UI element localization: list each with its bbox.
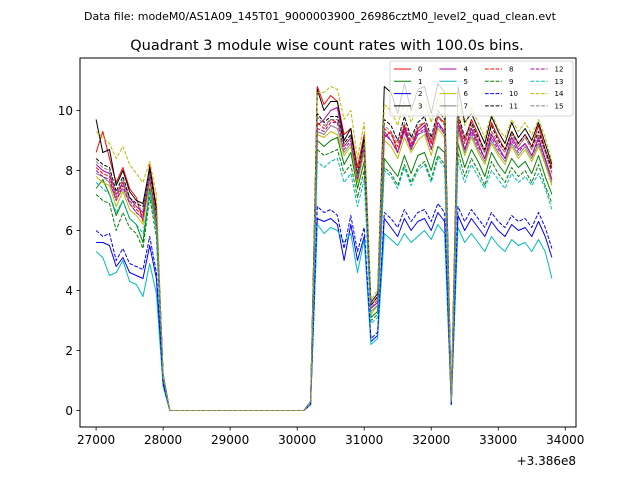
legend-label: 4: [464, 66, 469, 74]
x-tick-label: 32000: [412, 433, 450, 447]
series-line-15: [95, 113, 553, 411]
axes-frame: [79, 57, 577, 428]
y-tick-label: 4: [65, 284, 73, 298]
y-tick-label: 6: [65, 224, 73, 238]
series-line-4: [95, 107, 553, 411]
x-tick-label: 31000: [345, 433, 383, 447]
series-line-9: [95, 149, 553, 411]
legend-label: 10: [509, 90, 518, 98]
series-line-10: [95, 203, 553, 411]
y-tick-label: 0: [65, 404, 73, 418]
series-line-1: [95, 137, 553, 411]
legend-label: 9: [509, 78, 513, 86]
series-layer: [95, 83, 553, 411]
series-line-12: [95, 122, 553, 411]
legend-label: 6: [464, 90, 469, 98]
series-line-7: [95, 125, 553, 411]
chart-suptitle: Data file: modeM0/AS1A09_145T01_90000039…: [84, 10, 557, 23]
x-tick-label: 30000: [278, 433, 316, 447]
series-line-8: [95, 116, 553, 411]
x-axis-offset-label: +3.386e8: [517, 454, 576, 468]
y-tick-label: 2: [65, 344, 73, 358]
x-tick-label: 29000: [211, 433, 249, 447]
series-line-14: [95, 86, 553, 411]
x-axis: 27000 28000 29000 30000 31000 32000 33000 34000: [77, 427, 584, 447]
series-line-3: [95, 83, 553, 411]
legend-label: 12: [555, 66, 564, 74]
x-tick-label: 34000: [546, 433, 584, 447]
chart-title: Quadrant 3 module wise count rates with …: [130, 38, 524, 54]
legend-label: 2: [418, 90, 422, 98]
legend-label: 11: [509, 102, 518, 110]
x-tick-label: 33000: [479, 433, 517, 447]
x-tick-label: 28000: [144, 433, 182, 447]
x-tick-label: 27000: [77, 433, 115, 447]
y-tick-label: 10: [58, 104, 73, 118]
series-line-13: [95, 158, 553, 411]
y-axis: 0 2 4 6 8 10: [58, 104, 80, 418]
legend-label: 15: [555, 102, 564, 110]
legend-label: 14: [555, 90, 564, 98]
legend-frame: [389, 60, 574, 117]
legend-label: 5: [464, 78, 468, 86]
legend-label: 3: [418, 102, 422, 110]
series-line-11: [95, 110, 553, 411]
legend-label: 8: [509, 66, 513, 74]
legend-label: 0: [418, 66, 422, 74]
series-line-6: [95, 128, 553, 411]
legend-label: 13: [555, 78, 564, 86]
legend-label: 1: [418, 78, 422, 86]
legend-label: 7: [464, 102, 468, 110]
y-tick-label: 8: [65, 164, 73, 178]
